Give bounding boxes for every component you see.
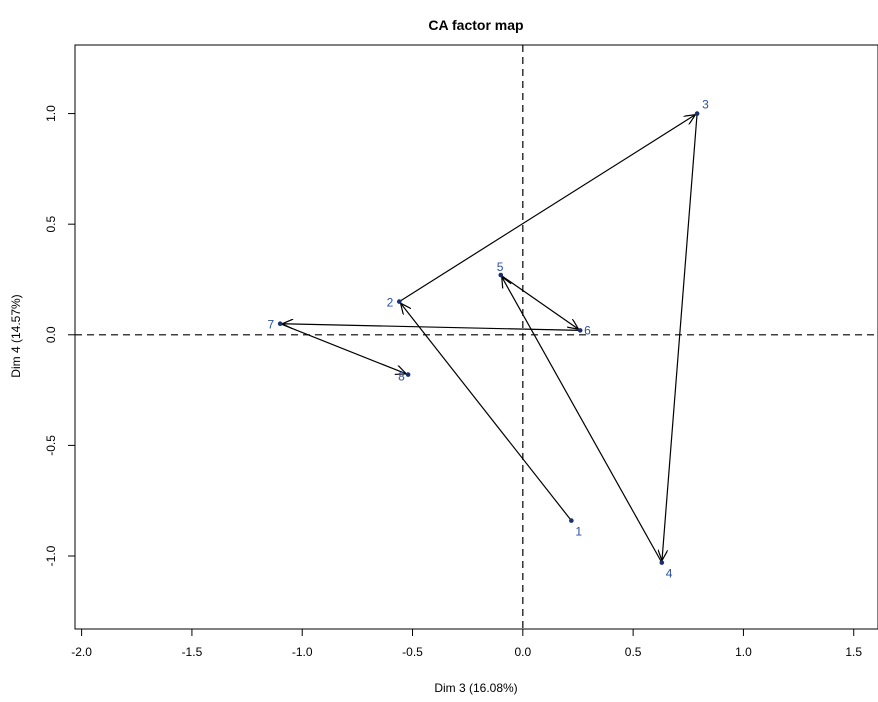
x-tick-label: -0.5 bbox=[402, 645, 423, 659]
reference-lines bbox=[75, 45, 878, 629]
data-point-1 bbox=[569, 518, 574, 523]
y-tick-label: -1.0 bbox=[44, 545, 58, 566]
plot-frame bbox=[74, 44, 878, 630]
point-label-2: 2 bbox=[387, 296, 394, 310]
y-tick-label: 1.0 bbox=[44, 105, 58, 122]
data-point-3 bbox=[694, 111, 700, 116]
point-label-1: 1 bbox=[575, 525, 582, 539]
chart-title: CA factor map bbox=[428, 17, 523, 33]
point-label-5: 5 bbox=[497, 260, 504, 274]
point-label-3: 3 bbox=[702, 98, 709, 112]
y-tick-label: 0.5 bbox=[44, 216, 58, 233]
y-axis-label: Dim 4 (14.57%) bbox=[9, 294, 23, 377]
data-point-6 bbox=[577, 328, 583, 333]
arrow-4-to-5 bbox=[502, 277, 663, 563]
point-label-4: 4 bbox=[666, 567, 673, 581]
arrow-2-to-3 bbox=[398, 115, 695, 303]
data-point-7 bbox=[277, 321, 283, 327]
arrow-7-to-8 bbox=[279, 323, 406, 374]
arrow-3-to-4 bbox=[662, 113, 698, 561]
data-point-2 bbox=[396, 299, 402, 304]
x-tick-label: -1.5 bbox=[182, 645, 203, 659]
x-tick-label: 1.5 bbox=[845, 645, 862, 659]
x-tick-label: -1.0 bbox=[292, 645, 313, 659]
point-label-7: 7 bbox=[267, 318, 274, 332]
x-tick-label: 0.0 bbox=[514, 645, 531, 659]
y-tick-label: -0.5 bbox=[44, 435, 58, 456]
x-tick-label: 0.5 bbox=[625, 645, 642, 659]
data-point-8 bbox=[405, 372, 411, 377]
x-axis-label: Dim 3 (16.08%) bbox=[434, 681, 517, 695]
x-axis: -2.0 -1.5 -1.0 -0.5 0.0 0.5 1.0 1.5 bbox=[71, 628, 862, 659]
x-tick-label: 1.0 bbox=[735, 645, 752, 659]
data-point-4 bbox=[659, 560, 665, 565]
y-axis: -1.0 -0.5 0.0 0.5 1.0 bbox=[44, 105, 76, 566]
point-series: 1 2 3 4 5 6 7 8 bbox=[267, 98, 709, 581]
arrow-series bbox=[279, 113, 698, 563]
arrow-5-to-6 bbox=[500, 274, 579, 329]
point-label-8: 8 bbox=[398, 370, 405, 384]
y-tick-label: 0.0 bbox=[44, 326, 58, 343]
arrow-1-to-2 bbox=[401, 303, 572, 521]
x-tick-label: -2.0 bbox=[71, 645, 92, 659]
data-point-5 bbox=[498, 272, 504, 278]
point-label-6: 6 bbox=[584, 323, 591, 337]
arrow-6-to-7 bbox=[282, 324, 581, 331]
